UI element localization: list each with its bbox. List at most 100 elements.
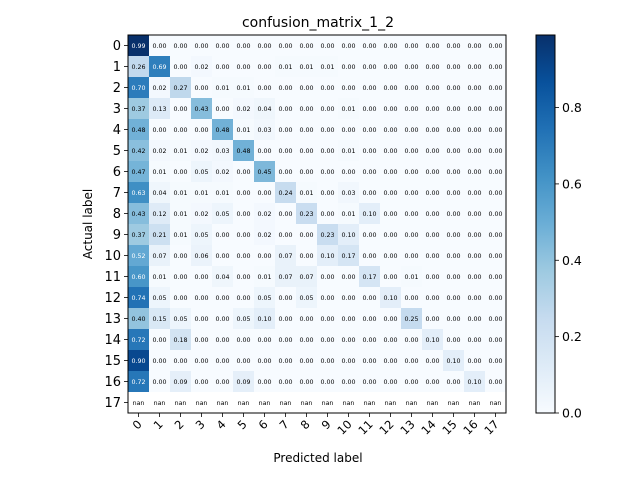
heatmap-cell [422, 77, 444, 99]
heatmap-cell [212, 371, 234, 393]
heatmap-cell [191, 77, 213, 99]
heatmap-cell [380, 308, 402, 330]
cell-value-label: 0.10 [446, 358, 460, 365]
cell-value-label: 0.00 [362, 43, 376, 50]
heatmap-cell [149, 245, 171, 267]
heatmap-cell [485, 287, 507, 309]
heatmap-cell [254, 98, 276, 120]
heatmap-cell [359, 182, 381, 204]
cell-value-label: 0.00 [425, 211, 439, 218]
cell-value-label: 0.00 [425, 43, 439, 50]
cell-value-label: 0.00 [404, 43, 418, 50]
heatmap-cell [464, 140, 486, 162]
heatmap-cell [359, 392, 381, 414]
heatmap-cell [338, 245, 360, 267]
y-axis-label: Actual label [81, 189, 95, 259]
cell-value-label: 0.00 [278, 316, 292, 323]
heatmap-cell [380, 329, 402, 351]
cell-value-label: 0.00 [404, 169, 418, 176]
cell-value-label: 0.05 [236, 316, 250, 323]
cell-value-label: 0.25 [404, 316, 418, 323]
heatmap-cell [422, 98, 444, 120]
cell-value-label: 0.00 [194, 85, 208, 92]
heatmap-cell [338, 266, 360, 288]
heatmap-cell [212, 98, 234, 120]
heatmap-cell [275, 329, 297, 351]
cell-value-label: 0.00 [152, 358, 166, 365]
heatmap-cell [359, 371, 381, 393]
cell-value-label: 0.00 [257, 379, 271, 386]
cell-value-label: 0.00 [152, 337, 166, 344]
heatmap-cell [338, 203, 360, 225]
heatmap-cell [422, 224, 444, 246]
cell-value-label: 0.00 [362, 169, 376, 176]
cell-value-label: 0.04 [257, 106, 271, 113]
cell-value-label: 0.00 [257, 358, 271, 365]
cell-value-label: 0.00 [278, 379, 292, 386]
cell-value-label: 0.00 [341, 295, 355, 302]
cell-value-label: nan [301, 400, 313, 407]
heatmap-cell [485, 245, 507, 267]
cell-value-label: 0.70 [131, 85, 145, 92]
cell-value-label: 0.00 [194, 358, 208, 365]
heatmap-cell [485, 329, 507, 351]
heatmap-cell [170, 350, 192, 372]
cell-value-label: 0.00 [173, 43, 187, 50]
heatmap-cell [485, 266, 507, 288]
heatmap-cell [422, 350, 444, 372]
cell-value-label: 0.00 [446, 169, 460, 176]
cell-value-label: 0.05 [194, 232, 208, 239]
cell-value-label: 0.00 [467, 337, 481, 344]
cell-value-label: 0.00 [362, 106, 376, 113]
heatmap-cell [254, 140, 276, 162]
cell-value-label: 0.60 [131, 274, 145, 281]
heatmap-cell [296, 140, 318, 162]
cell-value-label: 0.00 [320, 85, 334, 92]
heatmap-cell [212, 287, 234, 309]
cell-value-label: 0.02 [257, 211, 271, 218]
cell-value-label: 0.00 [488, 43, 502, 50]
cell-value-label: 0.05 [194, 169, 208, 176]
y-tick-label: 12 [104, 291, 121, 306]
heatmap-cell [443, 308, 465, 330]
cell-value-label: 0.00 [425, 85, 439, 92]
heatmap-cell [422, 287, 444, 309]
cell-value-label: 0.00 [152, 43, 166, 50]
cell-value-label: 0.40 [131, 316, 145, 323]
heatmap-cell [422, 182, 444, 204]
heatmap-cell [464, 77, 486, 99]
cell-value-label: 0.00 [446, 85, 460, 92]
cell-value-label: 0.00 [341, 64, 355, 71]
cell-value-label: 0.00 [446, 190, 460, 197]
heatmap-cell [233, 98, 255, 120]
heatmap-cell [149, 161, 171, 183]
heatmap-cell [128, 224, 150, 246]
heatmap-cell [170, 140, 192, 162]
heatmap-cell [338, 161, 360, 183]
cell-value-label: 0.00 [362, 253, 376, 260]
heatmap-cell [170, 203, 192, 225]
cell-value-label: 0.00 [320, 358, 334, 365]
heatmap-cell [338, 35, 360, 57]
heatmap-cell [338, 119, 360, 141]
heatmap-cell [275, 350, 297, 372]
cell-value-label: 0.01 [236, 85, 250, 92]
heatmap-cell [422, 56, 444, 78]
cell-value-label: 0.00 [299, 127, 313, 134]
heatmap-cell [275, 203, 297, 225]
heatmap-cell [191, 224, 213, 246]
cell-value-label: 0.00 [173, 106, 187, 113]
cell-value-label: 0.72 [131, 379, 145, 386]
cell-value-label: 0.00 [299, 253, 313, 260]
cell-value-label: 0.43 [194, 106, 208, 113]
cell-value-label: 0.00 [467, 148, 481, 155]
cell-value-label: 0.01 [173, 232, 187, 239]
cell-value-label: 0.48 [215, 127, 229, 134]
heatmap-cell [485, 371, 507, 393]
heatmap-cell [128, 266, 150, 288]
heatmap-cell [464, 98, 486, 120]
heatmap-cell [485, 56, 507, 78]
heatmap-cell [443, 140, 465, 162]
heatmap-cell [191, 161, 213, 183]
heatmap-cell [443, 77, 465, 99]
